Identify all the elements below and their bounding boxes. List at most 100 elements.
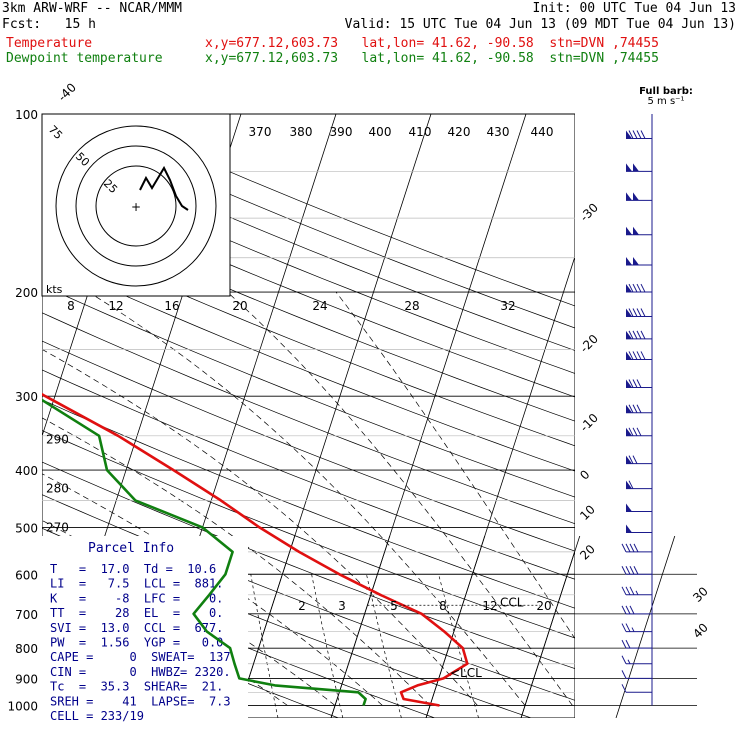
wind-barb-full — [628, 130, 634, 139]
parcel-row: Tc = 35.3 SHEAR= 21. — [50, 680, 223, 694]
wind-barb — [626, 480, 652, 490]
wind-barb-flag — [626, 351, 632, 360]
isotherm-right-label: 30 — [690, 584, 711, 605]
speed-tick-label: 20 — [232, 299, 247, 313]
wind-barb-full — [636, 330, 642, 340]
stability-isotherm-line — [520, 536, 581, 718]
pressure-tick-label: 500 — [15, 521, 38, 535]
pressure-tick-label: 800 — [15, 642, 38, 656]
wind-barb-full — [628, 379, 634, 388]
wind-barb-full — [621, 586, 627, 596]
parcel-row: CELL = 233/19 — [50, 709, 144, 723]
isotherm-right-label: 10 — [577, 502, 598, 523]
moist-adiabat-line — [42, 417, 431, 706]
pressure-isobars — [42, 113, 575, 706]
lcl-label: <LCL — [450, 666, 482, 680]
wind-barb-half — [631, 627, 635, 632]
parcel-row: T = 17.0 Td = 10.6 — [50, 562, 216, 576]
parcel-row: SREH = 41 LAPSE= 7.3 — [50, 694, 231, 708]
parcel-row: TT = 28 EL = 0. — [50, 606, 223, 620]
hodograph-ring — [55, 125, 217, 287]
barb-legend-line1: Full barb: — [639, 86, 693, 97]
wind-barb-flag — [626, 404, 632, 413]
wind-barb-full — [636, 283, 642, 293]
dry-adiabat-label: 290 — [46, 432, 69, 446]
wind-barb-full — [621, 566, 627, 575]
wind-barb-full — [640, 130, 646, 139]
wind-barb-full — [632, 404, 638, 414]
dry-adiabat-line — [42, 430, 575, 639]
wind-barb-full — [628, 283, 634, 293]
wind-barb-full — [628, 308, 634, 317]
wind-barb-full — [632, 427, 638, 437]
wind-barb — [626, 283, 652, 293]
wind-barb-full — [628, 330, 634, 340]
wind-barb-full — [621, 670, 627, 679]
isotherm-right-label: -20 — [577, 332, 601, 356]
wind-barb-full — [632, 330, 638, 340]
wind-barb-full — [625, 605, 631, 615]
wind-barb-flag — [626, 308, 632, 317]
wind-barb-full — [621, 655, 627, 664]
wind-barb — [626, 192, 652, 201]
pressure-tick-label: 200 — [15, 286, 38, 300]
legend-temperature-location: x,y=677.12,603.73 lat,lon= 41.62, -90.58… — [205, 36, 659, 51]
isotherm-right-label: -10 — [577, 411, 601, 435]
legend-dewpoint: Dewpoint temperature — [6, 51, 163, 66]
theta-label: 400 — [369, 125, 392, 139]
wind-barb-full — [632, 351, 638, 360]
mixing-ratio-line — [250, 574, 279, 718]
wind-barb-full — [621, 623, 627, 632]
wind-barb — [621, 655, 652, 665]
hodograph-ring — [95, 165, 177, 247]
ccl-label: CCL — [500, 595, 524, 609]
speed-tick-label: 8 — [67, 299, 75, 313]
theta-label: 430 — [487, 125, 510, 139]
dry-adiabat-line — [42, 284, 575, 498]
parcel-row: SVI = 13.0 CCL = 677. — [50, 621, 223, 635]
parcel-row: CIN = 0 HWBZ= 2320. — [50, 665, 231, 679]
wind-barb — [626, 351, 652, 360]
wind-barb-full — [633, 566, 639, 575]
wind-barb-full — [640, 283, 646, 293]
header-model: 3km ARW-WRF -- NCAR/MMM — [2, 1, 183, 16]
isotherm-right-label: 20 — [577, 542, 598, 563]
pressure-tick-label: 700 — [15, 608, 38, 622]
parcel-panel-bg — [42, 536, 248, 718]
dry-adiabat-line — [42, 258, 575, 472]
wind-barb-flag — [626, 480, 632, 489]
wind-barb-full — [625, 639, 631, 649]
theta-label: 410 — [409, 125, 432, 139]
wind-barb — [626, 130, 652, 139]
pressure-tick-label: 400 — [15, 464, 38, 478]
isotherm-line — [711, 114, 740, 718]
wind-barb-full — [633, 543, 639, 553]
parcel-row: CAPE = 0 SWEAT= 137 — [50, 650, 231, 664]
wind-barb-full — [632, 308, 638, 317]
wind-barb — [626, 404, 652, 414]
wind-barb-flag — [626, 455, 632, 464]
speed-tick-label: 16 — [164, 299, 179, 313]
wind-barb-full — [636, 379, 642, 388]
dry-adiabat-line — [42, 157, 575, 374]
hodograph-center: + — [131, 200, 141, 214]
theta-label: 380 — [290, 125, 313, 139]
dry-adiabat-line — [42, 340, 575, 552]
barb-legend-line2: 5 m s⁻¹ — [648, 96, 685, 107]
wind-barb-full — [629, 586, 635, 596]
wind-barb-flag — [626, 503, 632, 512]
wind-barb-full — [629, 605, 635, 615]
wind-barb-full — [625, 586, 631, 596]
stability-isotherm-line — [615, 536, 676, 718]
isotherm-right-label: 0 — [577, 467, 592, 482]
mixing-ratio-label: 5 — [390, 599, 398, 613]
wind-barb-flag — [626, 330, 632, 339]
wind-barb-full — [640, 330, 646, 340]
isotherm-top-label: -40 — [55, 80, 79, 104]
wind-barb-flag — [626, 192, 632, 201]
wind-barb — [626, 455, 652, 465]
wind-barb — [621, 566, 652, 575]
wind-barb-full — [636, 351, 642, 360]
